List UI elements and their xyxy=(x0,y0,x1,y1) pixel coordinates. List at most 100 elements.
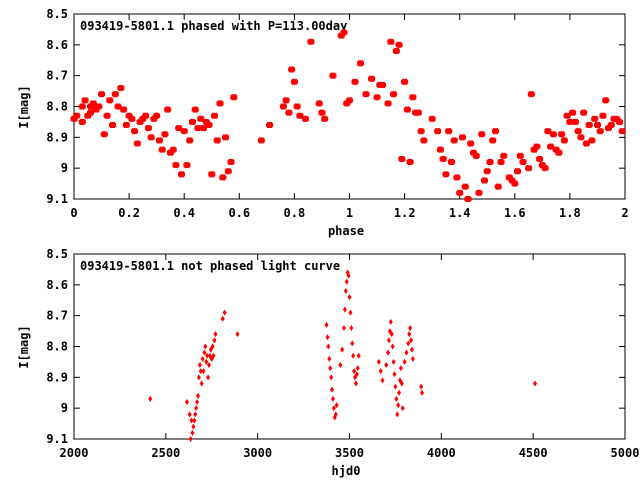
x-tick-label: 1.2 xyxy=(394,206,416,220)
data-point xyxy=(384,362,389,368)
phased-x-axis: 0 0.2 0.4 0.6 0.8 1 1.2 1.4 1.6 1.8 2 xyxy=(70,14,629,220)
data-point xyxy=(344,278,349,285)
data-point xyxy=(164,106,172,113)
data-point xyxy=(211,112,219,119)
data-point xyxy=(89,100,97,107)
data-point xyxy=(346,272,351,279)
data-point xyxy=(475,189,483,196)
data-point xyxy=(404,349,409,356)
data-point xyxy=(386,349,391,356)
data-point xyxy=(560,137,568,144)
y-tick-label: 8.6 xyxy=(46,38,68,52)
data-point xyxy=(400,405,405,412)
y-tick-label: 8.8 xyxy=(46,100,68,114)
data-point xyxy=(288,66,296,73)
data-point xyxy=(362,91,370,98)
data-point xyxy=(420,137,428,144)
data-point xyxy=(347,294,352,301)
phased-x-axis-label: phase xyxy=(328,224,364,238)
data-point xyxy=(467,140,475,147)
data-point xyxy=(397,389,402,396)
data-point xyxy=(511,180,519,187)
data-point xyxy=(128,115,136,122)
data-point xyxy=(392,48,400,54)
data-point xyxy=(87,103,95,110)
data-point xyxy=(500,152,508,159)
data-point xyxy=(169,146,177,153)
data-point xyxy=(376,358,381,365)
x-tick-label: 4500 xyxy=(519,446,548,460)
data-point xyxy=(279,103,287,110)
data-point xyxy=(114,103,122,110)
data-point xyxy=(428,115,436,122)
data-point xyxy=(591,115,599,122)
data-point xyxy=(78,118,86,125)
phased-chart-title: 093419-5801.1 phased with P=113.00day xyxy=(80,19,347,33)
y-tick-label: 9.1 xyxy=(46,432,68,446)
unphased-x-axis: 2000 2500 3000 3500 4000 4500 5000 xyxy=(60,254,640,460)
data-point xyxy=(558,131,566,138)
data-point xyxy=(202,349,207,356)
x-tick-label: 0.4 xyxy=(173,206,195,220)
data-point xyxy=(406,159,414,165)
data-point xyxy=(394,395,399,402)
data-point xyxy=(155,137,163,144)
x-tick-label: 1.6 xyxy=(504,206,526,220)
data-point xyxy=(533,143,541,150)
data-point xyxy=(492,128,500,135)
data-point xyxy=(351,352,356,359)
data-point xyxy=(549,131,557,138)
data-point xyxy=(194,125,202,132)
phased-y-axis-label: I[mag] xyxy=(17,85,31,128)
y-tick-label: 8.9 xyxy=(46,370,68,384)
data-point xyxy=(387,38,395,45)
phased-chart: 8.5 8.6 8.7 8.8 8.9 9 9.1 0 0.2 0.4 0.6 0.8 1 1.2 1.4… xyxy=(17,7,629,238)
phased-data-points xyxy=(70,29,626,202)
data-point xyxy=(227,159,235,165)
data-point xyxy=(208,171,216,178)
data-point xyxy=(333,411,338,418)
data-point xyxy=(478,131,486,138)
data-point xyxy=(212,337,217,344)
data-point xyxy=(92,106,100,113)
x-tick-label: 1 xyxy=(346,206,353,220)
data-point xyxy=(197,115,205,122)
data-point xyxy=(191,423,196,430)
data-point xyxy=(445,128,453,135)
x-tick-label: 4000 xyxy=(427,446,456,460)
data-point xyxy=(341,325,346,331)
data-point xyxy=(290,78,298,85)
data-point xyxy=(285,109,293,116)
data-point xyxy=(434,128,442,135)
data-point xyxy=(98,91,106,98)
data-point xyxy=(403,106,411,113)
data-point xyxy=(450,137,458,144)
data-point xyxy=(350,340,355,347)
data-point xyxy=(343,288,348,294)
data-point xyxy=(401,78,409,85)
data-point xyxy=(555,149,563,156)
data-point xyxy=(580,109,588,116)
data-point xyxy=(95,103,103,110)
data-point xyxy=(409,337,414,344)
data-point xyxy=(574,128,582,135)
unphased-chart: 8.5 8.6 8.7 8.8 8.9 9 9.1 2000 2500 3000 3500 4000… xyxy=(17,247,639,478)
data-point xyxy=(593,122,601,128)
x-tick-label: 2000 xyxy=(60,446,89,460)
data-point xyxy=(203,343,208,350)
data-point xyxy=(188,118,196,125)
x-tick-label: 1.4 xyxy=(449,206,471,220)
data-point xyxy=(266,122,274,128)
x-tick-label: 5000 xyxy=(611,446,640,460)
data-point xyxy=(615,118,623,125)
data-point xyxy=(497,159,505,165)
y-tick-label: 9 xyxy=(61,401,68,415)
data-point xyxy=(222,134,230,141)
y-tick-label: 8.9 xyxy=(46,130,68,144)
data-point xyxy=(519,159,527,165)
unphased-y-axis-label: I[mag] xyxy=(17,325,31,368)
data-point xyxy=(390,91,398,98)
data-point xyxy=(192,417,197,424)
data-point xyxy=(222,309,227,316)
data-point xyxy=(353,380,358,387)
